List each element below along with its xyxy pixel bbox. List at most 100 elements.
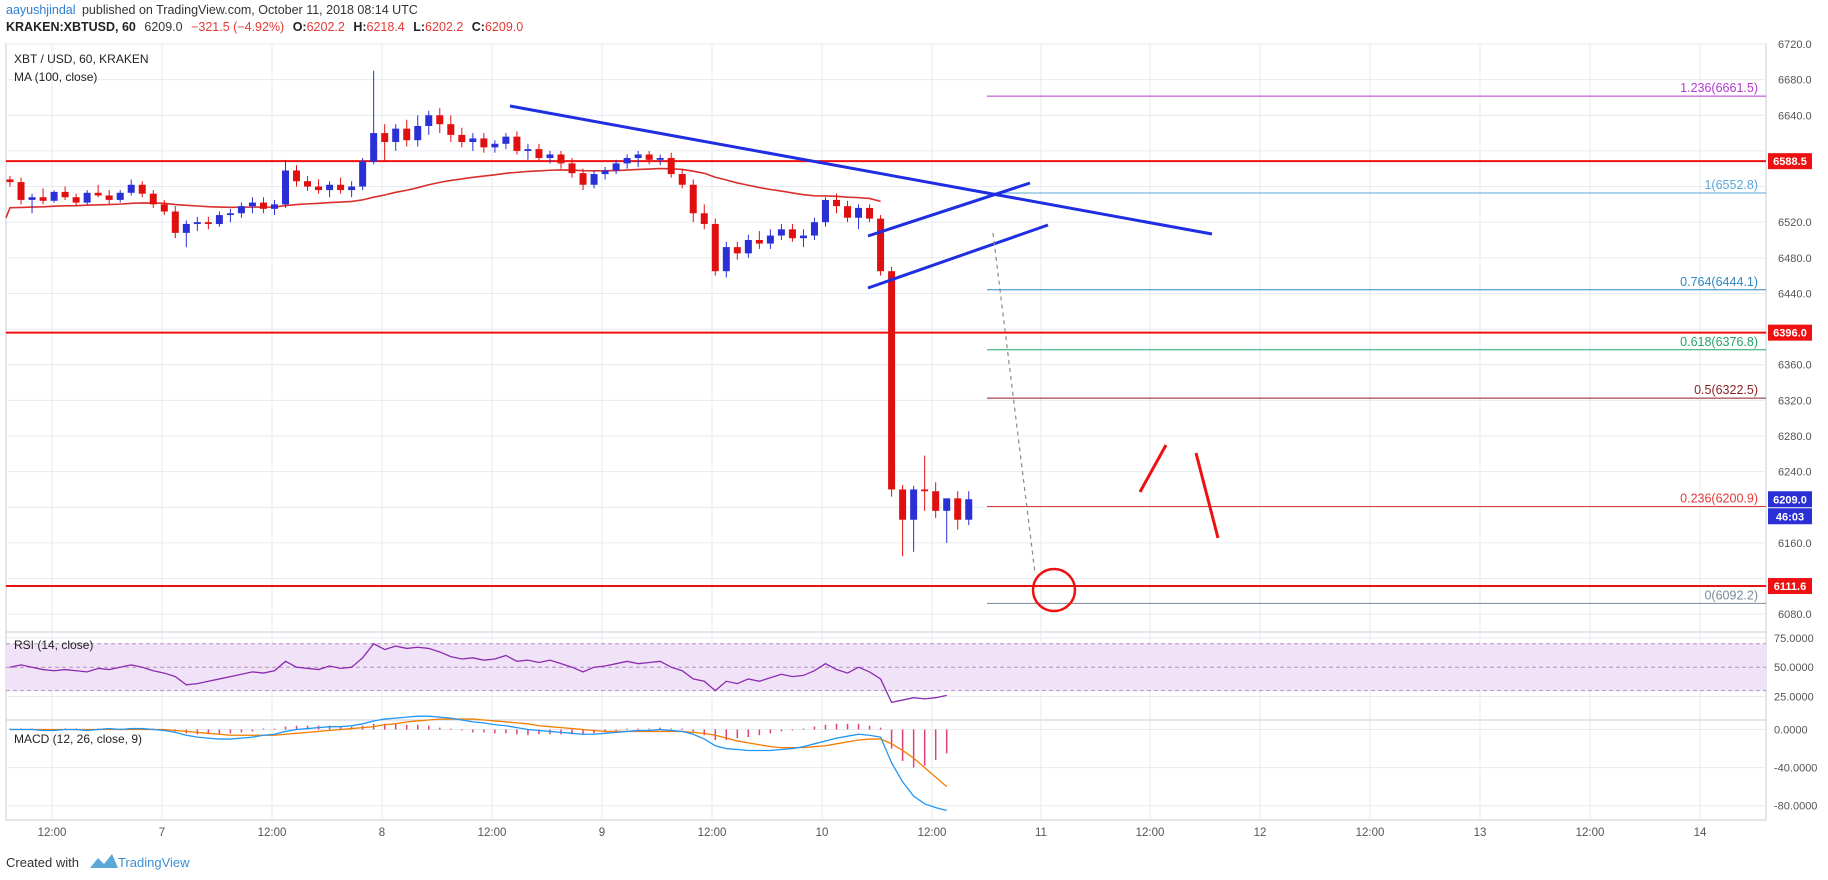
author-link[interactable]: aayushjindal bbox=[6, 3, 76, 17]
candle-body bbox=[943, 498, 951, 511]
candle-body bbox=[877, 218, 885, 272]
fibonacci-layer: 1.236(6661.5) 1(6552.8) 0.764(6444.1) 0.618… bbox=[987, 81, 1766, 604]
candle-body bbox=[28, 197, 36, 200]
candle-body bbox=[568, 163, 576, 174]
candle-body bbox=[634, 154, 642, 159]
candle-body bbox=[315, 186, 323, 191]
channel-line-upper[interactable] bbox=[867, 181, 1031, 238]
rsi-legend: RSI (14, close) bbox=[14, 638, 93, 652]
price-axis-tick: 6320.0 bbox=[1778, 395, 1812, 407]
candle-body bbox=[6, 179, 14, 183]
candle-body bbox=[546, 154, 554, 159]
c-label: C: bbox=[472, 20, 485, 34]
price-axis-tick: 6160.0 bbox=[1778, 538, 1812, 550]
candle-body bbox=[39, 197, 47, 201]
candle-body bbox=[733, 247, 741, 254]
candle-body bbox=[777, 229, 785, 236]
time-axis-tick: 8 bbox=[379, 827, 385, 839]
candle-body bbox=[293, 170, 301, 182]
candle-body bbox=[17, 182, 25, 200]
time-axis-tick: 12:00 bbox=[258, 827, 287, 839]
drop-arrow-down[interactable] bbox=[1194, 452, 1220, 539]
candle-body bbox=[160, 204, 168, 212]
bounce-arrow-up[interactable] bbox=[1138, 444, 1168, 493]
candle-body bbox=[965, 499, 973, 520]
price-tag-background bbox=[1768, 324, 1812, 341]
change-value: −321.5 (−4.92%) bbox=[191, 20, 284, 34]
price-axis-tick: 6640.0 bbox=[1778, 110, 1812, 122]
time-axis-tick: 14 bbox=[1694, 827, 1707, 839]
price-tag-label: 6111.6 bbox=[1774, 581, 1806, 593]
price-axis-tick: 6280.0 bbox=[1778, 431, 1812, 443]
price-tag-label: 46:03 bbox=[1776, 511, 1804, 523]
candle-body bbox=[744, 240, 752, 254]
rsi-band bbox=[6, 643, 1766, 691]
h-label: H: bbox=[353, 20, 366, 34]
fib-dashed-connector bbox=[992, 232, 1036, 574]
candle-body bbox=[204, 222, 212, 224]
rsi-axis-tick: 25.0000 bbox=[1774, 692, 1814, 704]
price-pane-frame bbox=[5, 43, 1767, 633]
candle-body bbox=[116, 192, 124, 200]
candle-body bbox=[480, 138, 488, 148]
fibonacci-level-label: 1(6552.8) bbox=[1704, 178, 1758, 192]
price-axis-tick: 6520.0 bbox=[1778, 217, 1812, 229]
price-pane-title: XBT / USD, 60, KRAKEN bbox=[14, 52, 149, 66]
price-axis-tick: 6240.0 bbox=[1778, 467, 1812, 479]
price-tag-background bbox=[1768, 508, 1812, 525]
candle-body bbox=[821, 199, 829, 223]
fibonacci-level-label: 0.5(6322.5) bbox=[1694, 383, 1758, 397]
candle-body bbox=[623, 158, 631, 164]
candle-body bbox=[810, 222, 818, 236]
last-price: 6209.0 bbox=[144, 20, 182, 34]
candle-body bbox=[491, 143, 499, 148]
candle-body bbox=[579, 173, 587, 185]
candle-body bbox=[259, 202, 267, 209]
price-tag-background bbox=[1768, 491, 1812, 508]
candle-body bbox=[866, 207, 874, 219]
support-circle[interactable] bbox=[1031, 567, 1077, 613]
candle-body bbox=[403, 128, 411, 141]
candle-body bbox=[282, 170, 289, 205]
axis-layer: 6720.0 6680.0 6640.0 6520.0 6480.0 6440.0 6360… bbox=[38, 39, 1818, 839]
candle-body bbox=[337, 184, 345, 191]
rsi-axis-tick: 50.0000 bbox=[1774, 662, 1814, 674]
macd-signal-line bbox=[10, 718, 948, 788]
candle-body bbox=[921, 489, 929, 492]
symbol-label: KRAKEN:XBTUSD, 60 bbox=[6, 20, 136, 34]
channel-line-lower[interactable] bbox=[867, 223, 1049, 290]
candle-body bbox=[502, 136, 510, 144]
candle-body bbox=[513, 136, 521, 151]
candle-body bbox=[711, 223, 719, 272]
candle-body bbox=[436, 115, 444, 125]
price-axis-background bbox=[1766, 44, 1828, 820]
trend-line-down[interactable] bbox=[509, 104, 1213, 236]
candle-body bbox=[215, 215, 223, 224]
footer-created-with: Created with bbox=[6, 855, 79, 870]
candle-body bbox=[910, 489, 918, 520]
price-axis-tick: 6360.0 bbox=[1778, 360, 1812, 372]
ma-layer bbox=[5, 167, 881, 219]
footer-brand-link[interactable]: TradingView bbox=[118, 855, 190, 870]
candle-body bbox=[381, 133, 389, 142]
candle-body bbox=[888, 271, 896, 490]
levels-layer bbox=[6, 160, 1766, 588]
price-tag-label: 6588.5 bbox=[1773, 156, 1807, 168]
h-value: 6218.4 bbox=[367, 20, 405, 34]
rsi-layer bbox=[6, 642, 1766, 704]
tradingview-logo-icon[interactable] bbox=[90, 854, 118, 868]
published-text: published on TradingView.com, October 11… bbox=[82, 3, 418, 17]
candle-body bbox=[94, 192, 102, 196]
o-label: O: bbox=[293, 20, 307, 34]
time-axis-tick: 12 bbox=[1254, 827, 1267, 839]
candle-body bbox=[799, 235, 807, 239]
candle-body bbox=[83, 192, 91, 203]
fibonacci-level-label: 0.618(6376.8) bbox=[1680, 335, 1758, 349]
time-axis-tick: 12:00 bbox=[38, 827, 67, 839]
candle-body bbox=[348, 186, 356, 191]
macd-legend: MACD (12, 26, close, 9) bbox=[14, 732, 142, 746]
time-axis-tick: 12:00 bbox=[478, 827, 507, 839]
candle-body bbox=[392, 128, 400, 142]
o-value: 6202.2 bbox=[307, 20, 345, 34]
